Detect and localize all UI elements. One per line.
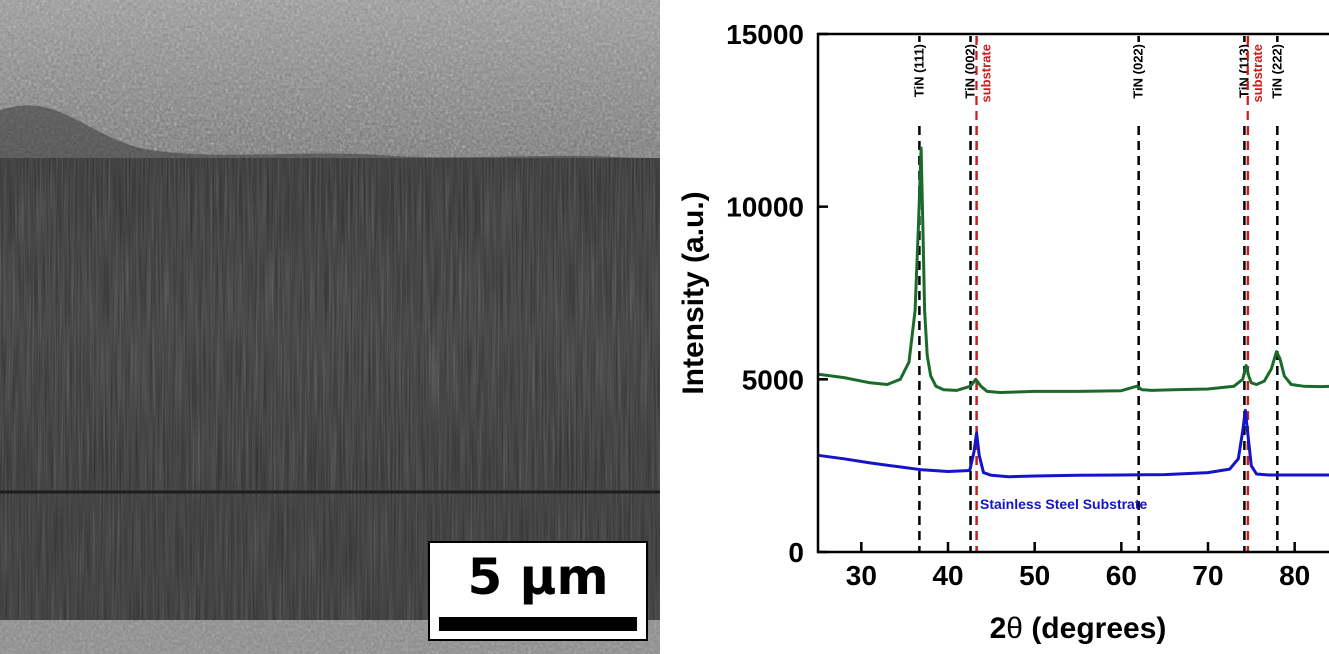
sem-cross-section-image [0, 0, 660, 654]
series-label-substrate: Stainless Steel Substrate [980, 496, 1148, 512]
x-axis-title-suffix: (degrees) [1023, 612, 1166, 645]
x-axis-title-symbol: θ [1006, 612, 1023, 645]
series-lines [817, 146, 1329, 479]
x-tick-label-0: 30 [846, 560, 877, 591]
series-line-0 [817, 146, 1329, 394]
y-tick-label-3: 15000 [726, 19, 804, 50]
x-tick-label-2: 50 [1019, 560, 1050, 591]
plot-frame [816, 32, 1329, 554]
reference-label-bg-1 [961, 42, 978, 122]
x-tick-label-4: 70 [1192, 560, 1223, 591]
reference-label-5: substrate [1250, 44, 1265, 103]
sem-micrograph-panel: 5 µm [0, 0, 660, 654]
reference-lines: TiN (111) TiN (002) substrate TiN (022) TiN … [910, 36, 1285, 552]
scale-bar: 5 µm [428, 541, 648, 641]
reference-label-bg-3 [1129, 42, 1146, 122]
x-tick-label-3: 60 [1106, 560, 1137, 591]
x-axis-title-prefix: 2 [990, 612, 1007, 645]
reference-label-bg-2 [977, 42, 994, 120]
reference-label-bg-5 [1248, 42, 1265, 120]
y-tick-label-2: 10000 [726, 192, 804, 223]
xrd-chart: TiN (111) TiN (002) substrate TiN (022) TiN … [677, 19, 1329, 645]
scale-bar-label: 5 µm [467, 548, 609, 606]
axis-ticks: 30 40 50 60 70 80 0 5000 10000 15000 [726, 19, 1310, 591]
x-tick-label-5: 80 [1279, 560, 1310, 591]
reference-label-6: TiN (222) [1269, 44, 1284, 99]
y-tick-label-1: 5000 [742, 364, 804, 395]
scale-bar-line [439, 617, 637, 631]
x-tick-label-1: 40 [932, 560, 963, 591]
y-tick-label-0: 0 [788, 537, 804, 568]
x-axis-title: 2θ (degrees) [990, 612, 1167, 645]
reference-label-bg-6 [1268, 42, 1285, 122]
reference-label-1: TiN (002) [963, 44, 978, 99]
reference-label-2: substrate [979, 44, 994, 103]
series-line-1 [817, 408, 1329, 479]
reference-label-3: TiN (022) [1131, 44, 1146, 99]
reference-label-bg-0 [910, 42, 927, 122]
reference-label-0: TiN (111) [911, 44, 926, 97]
y-axis-title: Intensity (a.u.) [677, 191, 710, 394]
